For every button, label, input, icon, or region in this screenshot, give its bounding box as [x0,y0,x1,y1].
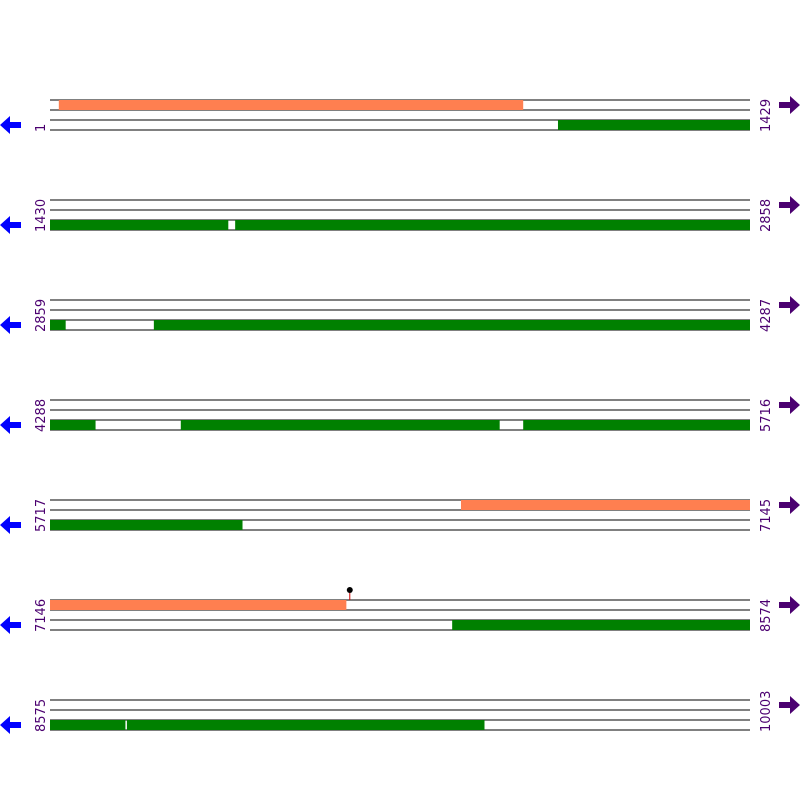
right-arrow [779,196,800,214]
start-label: 1 [34,124,49,132]
end-label: 5716 [759,399,774,432]
right-arrow [779,596,800,614]
end-label: 8574 [759,599,774,632]
feature [58,100,524,110]
right-arrow [779,96,800,114]
start-label: 8575 [34,699,49,732]
right-arrow [779,496,800,514]
feature [50,320,66,330]
end-label: 10003 [759,691,774,732]
left-arrow [0,316,21,334]
feature [180,420,500,430]
start-label: 5717 [34,499,49,532]
left-arrow [0,716,21,734]
feature [126,720,485,730]
feature [557,120,750,130]
feature [50,420,96,430]
left-arrow [0,116,21,134]
feature [50,220,229,230]
feature [153,320,750,330]
end-label: 1429 [759,99,774,132]
right-arrow [779,396,800,414]
start-label: 4288 [34,399,49,432]
feature [50,720,126,730]
start-label: 1430 [34,199,49,232]
end-label: 4287 [759,299,774,332]
feature [460,500,750,510]
right-arrow [779,296,800,314]
left-arrow [0,516,21,534]
feature [50,520,243,530]
left-arrow [0,216,21,234]
end-label: 2858 [759,199,774,232]
start-label: 7146 [34,599,49,632]
right-arrow [779,696,800,714]
feature [235,220,751,230]
feature [523,420,750,430]
left-arrow [0,616,21,634]
feature [50,600,347,610]
left-arrow [0,416,21,434]
end-label: 7145 [759,499,774,532]
start-label: 2859 [34,299,49,332]
feature [452,620,750,630]
marker-head [346,587,353,593]
